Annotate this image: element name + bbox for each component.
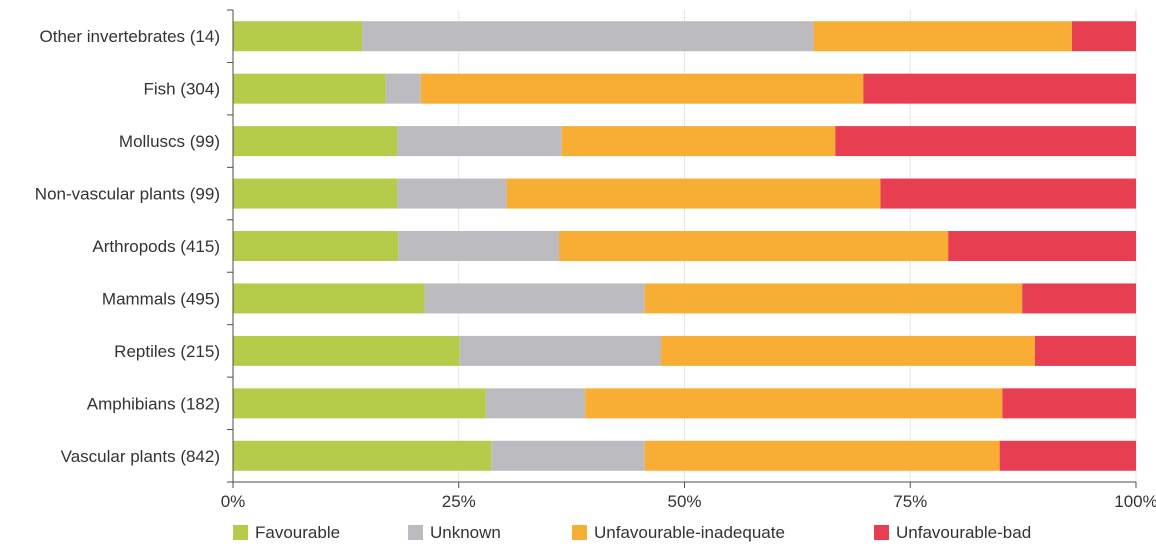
bar-segment [397, 178, 507, 209]
category-label: Non-vascular plants (99) [35, 185, 220, 204]
legend-label: Unfavourable-bad [896, 523, 1031, 542]
category-label: Vascular plants (842) [61, 447, 220, 466]
bar-segment [233, 388, 486, 419]
bar-segment [880, 178, 1136, 209]
bar-segment [813, 21, 1072, 52]
bar-segment [233, 335, 460, 366]
bar-segment [398, 231, 559, 261]
category-label: Other invertebrates (14) [40, 27, 220, 46]
x-tick-label: 50% [667, 492, 701, 511]
legend-label: Favourable [255, 523, 340, 542]
category-label: Molluscs (99) [119, 132, 220, 151]
legend-swatch [572, 525, 587, 540]
bar-segment [863, 73, 1136, 104]
bar-segment [397, 126, 562, 157]
bar-segment [644, 440, 1000, 471]
bar-segment [485, 388, 586, 419]
bar-segment [1071, 21, 1136, 52]
bar-segment [233, 178, 398, 209]
legend-swatch [233, 525, 248, 540]
legend: Favourable Unknown Unfavourable-inadequate… [233, 523, 1031, 542]
x-tick-label: 0% [221, 492, 246, 511]
bar-segment [561, 126, 836, 157]
bar-segment [506, 178, 881, 209]
category-label: Amphibians (182) [87, 394, 220, 413]
bar-segment [424, 283, 645, 314]
category-label: Arthropods (415) [92, 237, 220, 256]
bar-segment [661, 335, 1035, 366]
legend-swatch [408, 525, 423, 540]
category-label: Mammals (495) [102, 289, 220, 308]
bar-segment [948, 231, 1136, 261]
bar-segment [1002, 388, 1136, 419]
bar-segment [644, 283, 1023, 314]
bar-segment [385, 73, 421, 104]
bar-segment [233, 126, 398, 157]
bar-segment [233, 283, 425, 314]
legend-label: Unknown [430, 523, 501, 542]
bar-segment [233, 73, 386, 104]
legend-label: Unfavourable-inadequate [594, 523, 785, 542]
bar-segment [420, 73, 864, 104]
bars [233, 21, 1136, 471]
bar-segment [233, 440, 492, 471]
bar-segment [459, 335, 662, 366]
x-tick-label: 100% [1114, 492, 1156, 511]
x-tick-label: 25% [442, 492, 476, 511]
bar-segment [585, 388, 1003, 419]
category-labels: Other invertebrates (14) Fish (304) Mollus… [35, 27, 220, 466]
x-tick-label: 75% [893, 492, 927, 511]
bar-segment [233, 231, 399, 261]
bar-segment [835, 126, 1136, 157]
bar-segment [1022, 283, 1136, 314]
bar-segment [362, 21, 814, 52]
category-label: Reptiles (215) [114, 342, 220, 361]
bar-segment [999, 440, 1136, 471]
bar-segment [1034, 335, 1136, 366]
bar-segment [558, 231, 949, 261]
legend-swatch [874, 525, 889, 540]
category-label: Fish (304) [143, 80, 220, 99]
bar-segment [491, 440, 645, 471]
x-tick-labels: 0% 25% 50% 75% 100% [221, 482, 1156, 511]
bar-segment [233, 21, 363, 52]
